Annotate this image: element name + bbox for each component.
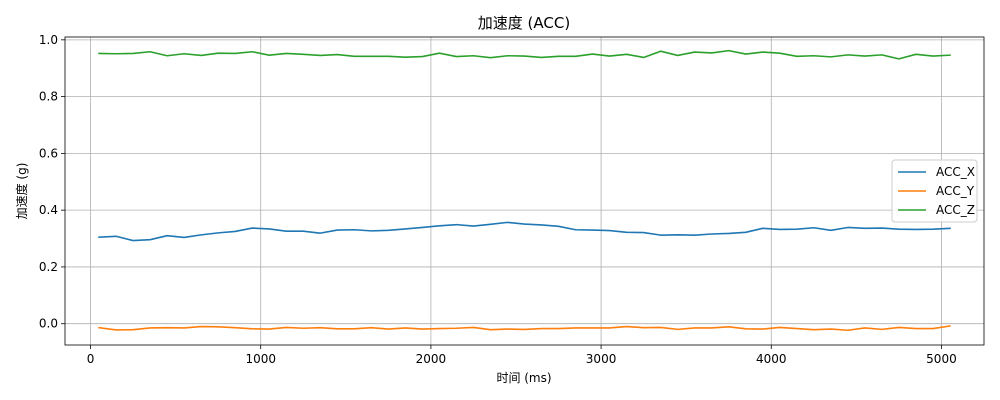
series-line-acc-z	[98, 49, 951, 60]
y-tick-label: 0.8	[39, 90, 58, 104]
series-line-acc-y	[98, 325, 951, 332]
legend-label: ACC_Z	[936, 203, 975, 217]
y-tick-label: 0.0	[39, 317, 58, 331]
plot-frame	[64, 36, 985, 346]
legend-label: ACC_Y	[936, 184, 975, 198]
y-tick-label: 0.4	[39, 203, 58, 217]
x-axis-label: 时间 (ms)	[496, 371, 551, 385]
x-tick-label: 2000	[416, 352, 447, 366]
series-layer	[98, 49, 951, 332]
series-line-acc-x	[98, 221, 951, 242]
chart-title: 加速度 (ACC)	[478, 14, 570, 32]
y-tick-label: 0.6	[39, 146, 58, 160]
y-axis-label: 加速度 (g)	[14, 163, 29, 220]
x-tick-label: 5000	[926, 352, 957, 366]
x-tick-label: 4000	[756, 352, 787, 366]
legend-label: ACC_X	[936, 165, 975, 179]
grid-layer	[65, 37, 984, 345]
legend: ACC_X ACC_Y ACC_Z	[891, 159, 978, 223]
y-tick-label: 0.2	[39, 260, 58, 274]
y-tick-label: 1.0	[39, 33, 58, 47]
legend-box	[891, 159, 978, 223]
tick-layer: 0 1000 2000 3000 4000 5000 0.0 0.2 0.4 0.6 0.8 1.0	[39, 33, 957, 366]
x-tick-label: 0	[87, 352, 95, 366]
x-tick-label: 1000	[245, 352, 276, 366]
x-tick-label: 3000	[586, 352, 617, 366]
